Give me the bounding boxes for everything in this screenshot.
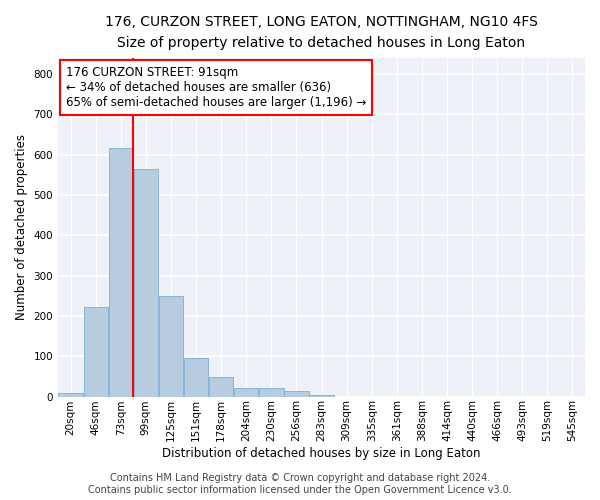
Bar (134, 168, 158, 396)
Bar (259, 388, 284, 396)
Bar (310, 394, 334, 396)
Bar (58, 392, 83, 396)
Bar (83, 307, 108, 396)
Bar (184, 358, 208, 397)
Bar (234, 388, 259, 396)
Bar (109, 148, 133, 396)
Bar (159, 296, 183, 396)
Text: Contains HM Land Registry data © Crown copyright and database right 2024.
Contai: Contains HM Land Registry data © Crown c… (88, 474, 512, 495)
Y-axis label: Number of detached properties: Number of detached properties (15, 134, 28, 320)
Title: 176, CURZON STREET, LONG EATON, NOTTINGHAM, NG10 4FS
Size of property relative t: 176, CURZON STREET, LONG EATON, NOTTINGH… (105, 15, 538, 50)
X-axis label: Distribution of detached houses by size in Long Eaton: Distribution of detached houses by size … (162, 447, 481, 460)
Bar (209, 377, 233, 396)
Bar (284, 392, 308, 396)
Text: 176 CURZON STREET: 91sqm
← 34% of detached houses are smaller (636)
65% of semi-: 176 CURZON STREET: 91sqm ← 34% of detach… (65, 66, 366, 109)
